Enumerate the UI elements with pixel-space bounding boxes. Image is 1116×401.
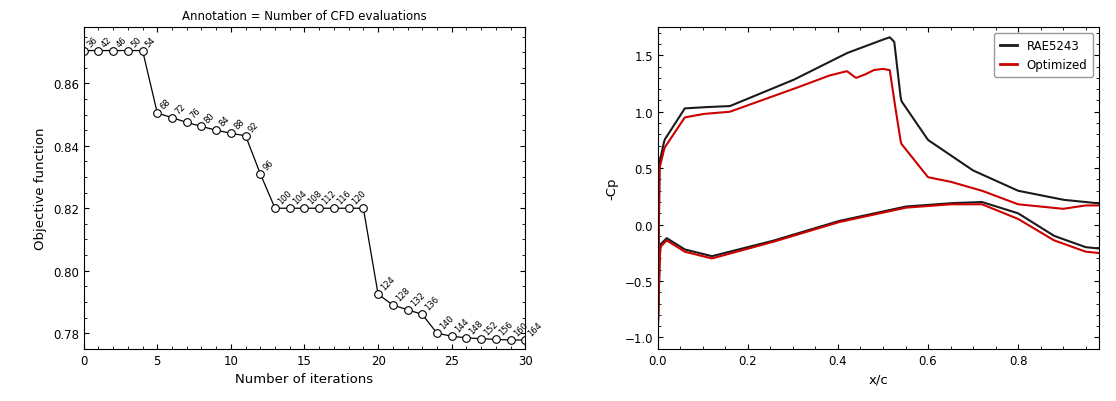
Text: 108: 108 [306, 189, 324, 206]
Text: 96: 96 [261, 158, 276, 172]
Text: 42: 42 [99, 35, 114, 49]
Text: 54: 54 [144, 35, 157, 49]
Text: 80: 80 [203, 111, 217, 125]
Text: 100: 100 [277, 189, 294, 206]
Text: 156: 156 [497, 320, 514, 337]
X-axis label: x/c: x/c [868, 372, 888, 385]
Text: 140: 140 [439, 313, 455, 331]
Text: 132: 132 [408, 290, 426, 308]
Text: 68: 68 [158, 97, 173, 111]
Text: 148: 148 [468, 318, 485, 336]
RAE5243 [920, 136, 933, 141]
Y-axis label: Objective function: Objective function [35, 128, 47, 249]
Text: 76: 76 [187, 107, 202, 121]
RAE5243 [651, 335, 664, 340]
Optimized [1091, 204, 1105, 209]
Text: 46: 46 [114, 35, 128, 49]
X-axis label: Number of iterations: Number of iterations [235, 372, 374, 385]
Text: 112: 112 [320, 189, 338, 206]
RAE5243 [896, 101, 910, 106]
Text: 84: 84 [218, 115, 231, 128]
RAE5243 [868, 41, 882, 46]
Y-axis label: -Cp: -Cp [606, 177, 618, 200]
Text: 50: 50 [129, 35, 143, 49]
RAE5243 [1021, 191, 1035, 196]
Text: 128: 128 [394, 285, 412, 303]
Optimized [1101, 204, 1115, 209]
Optimized [868, 69, 882, 73]
RAE5243 [883, 36, 896, 41]
RAE5243 [1091, 201, 1105, 206]
Text: 104: 104 [291, 189, 308, 206]
Title: Annotation = Number of CFD evaluations: Annotation = Number of CFD evaluations [182, 10, 426, 23]
RAE5243 [865, 42, 878, 47]
RAE5243 [1101, 203, 1115, 207]
Text: 144: 144 [453, 316, 470, 334]
Text: 88: 88 [232, 117, 246, 132]
Optimized [651, 335, 664, 340]
Optimized [876, 67, 889, 72]
Optimized [920, 174, 933, 178]
Text: 136: 136 [423, 294, 441, 312]
Text: 124: 124 [379, 274, 397, 292]
Optimized [1021, 203, 1035, 208]
Text: 120: 120 [349, 189, 367, 206]
Text: 92: 92 [247, 120, 260, 134]
Text: 116: 116 [335, 189, 353, 206]
Text: 160: 160 [512, 320, 529, 338]
Optimized [896, 143, 910, 148]
Legend: RAE5243, Optimized: RAE5243, Optimized [993, 34, 1094, 77]
Text: 164: 164 [527, 320, 543, 338]
Optimized [865, 70, 878, 75]
Text: 72: 72 [173, 102, 187, 116]
Text: 152: 152 [482, 319, 500, 336]
Text: 36: 36 [85, 35, 99, 49]
Line: Optimized: Optimized [657, 70, 1108, 338]
Line: RAE5243: RAE5243 [657, 38, 1108, 338]
